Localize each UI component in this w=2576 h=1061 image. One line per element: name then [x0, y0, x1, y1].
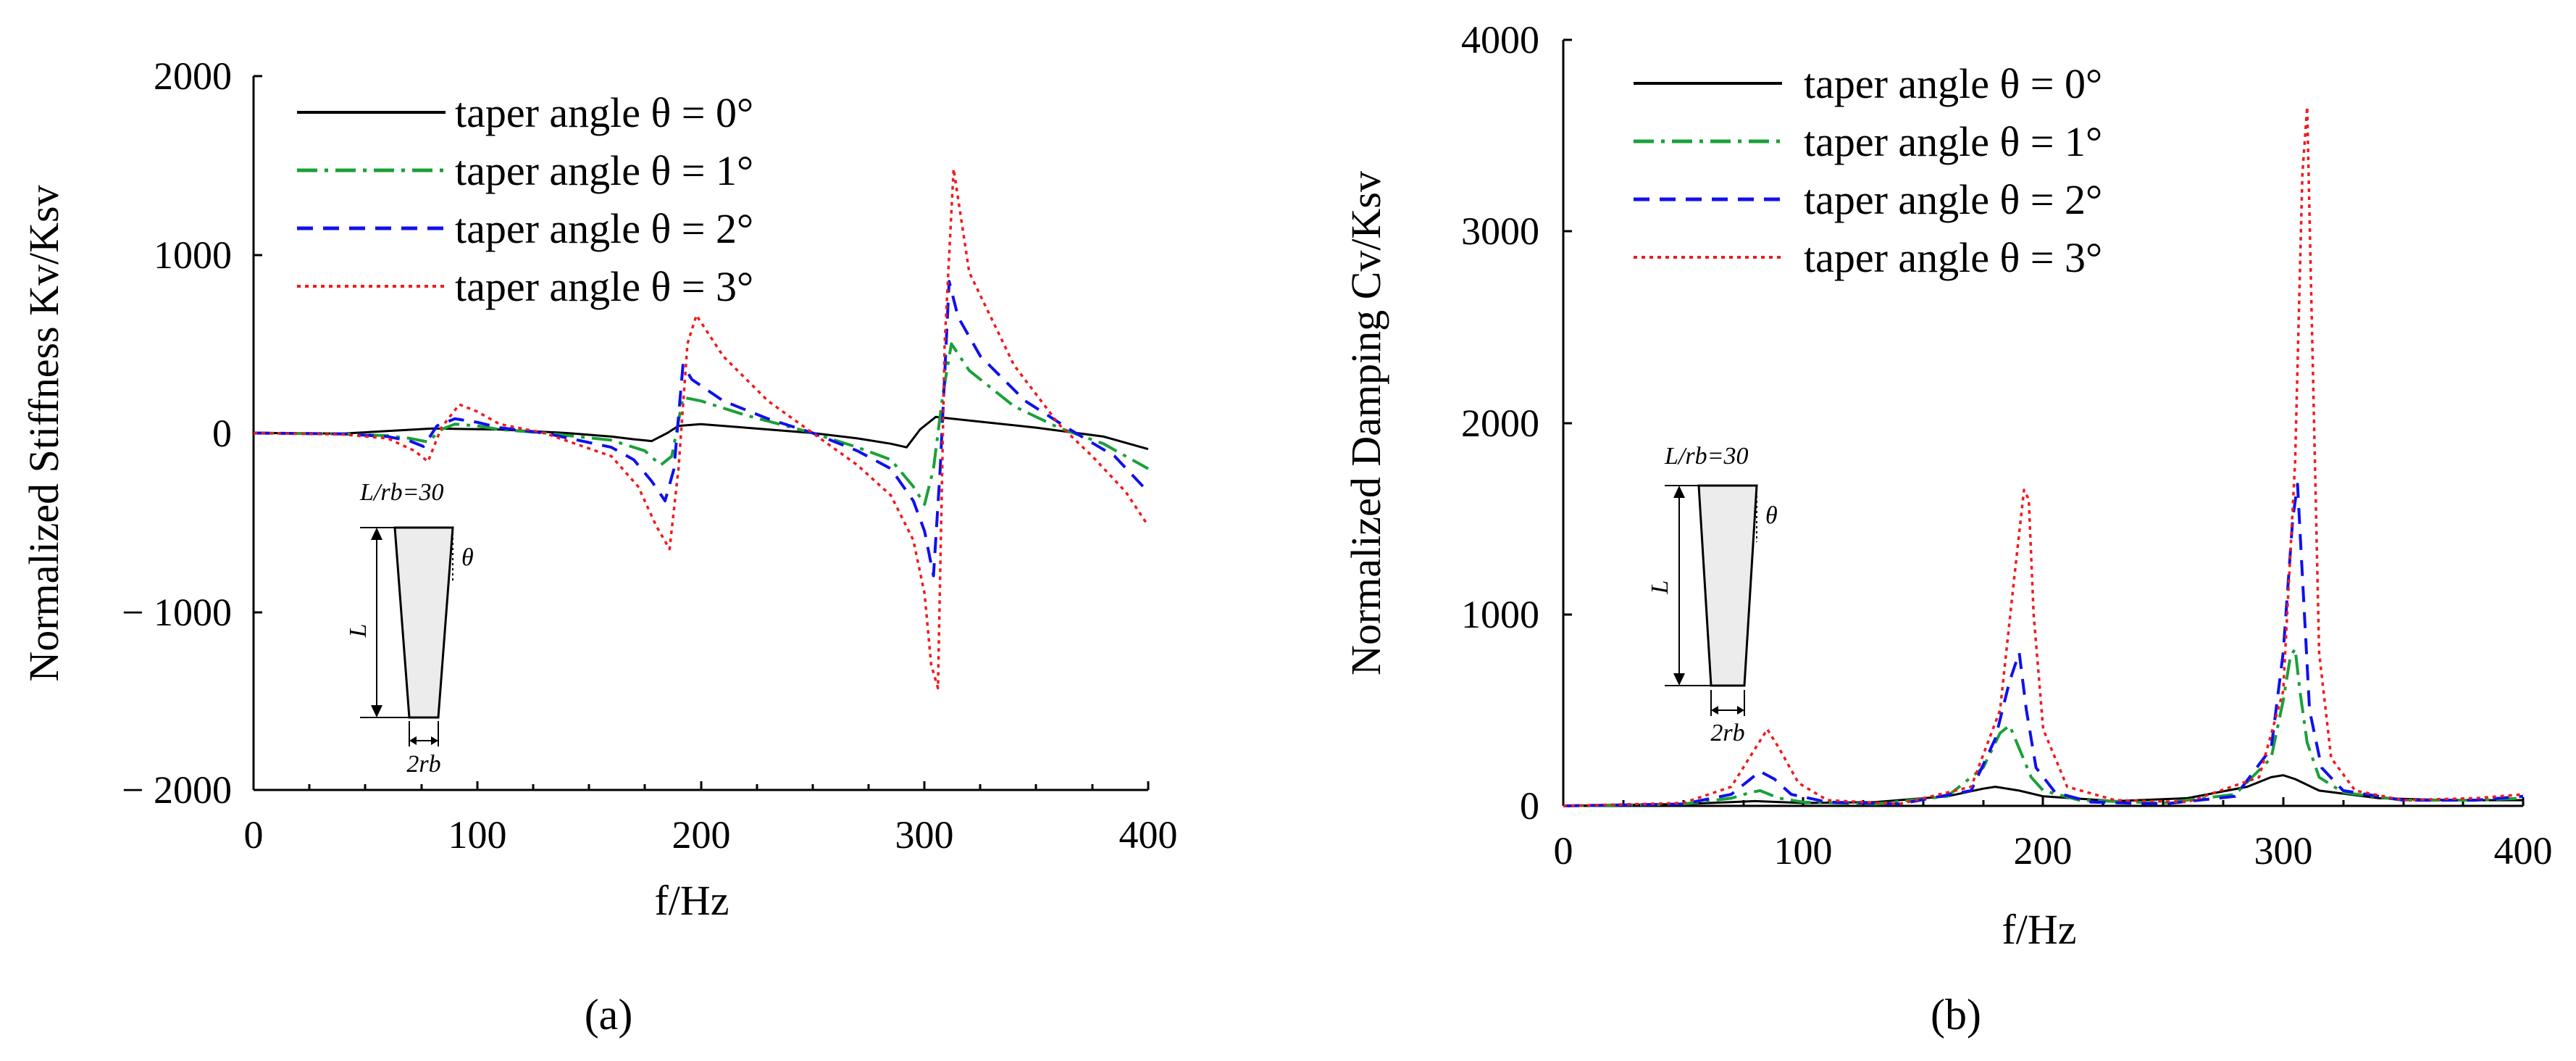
xlabel-a: f/Hz [654, 877, 729, 924]
inset-a-pile [393, 526, 454, 719]
series-line-b-2 [1563, 483, 2524, 807]
inset-b-ratio: L/rb=30 [1664, 443, 1749, 470]
xtick-a-4: 400 [1119, 813, 1178, 857]
axes-b [1562, 38, 2525, 807]
inset-b-pile [1697, 484, 1758, 687]
xtick-a-0: 0 [244, 813, 264, 857]
legend-a: taper angle θ = 0° taper angle θ = 1° ta… [297, 89, 753, 310]
xtick-b-0: 0 [1554, 829, 1573, 873]
legend-b-label-0: taper angle θ = 0° [1804, 60, 2102, 107]
series-line-a-2 [253, 280, 1150, 578]
legend-a-label-1: taper angle θ = 1° [455, 147, 753, 194]
series-line-b-3 [1563, 105, 2524, 807]
inset-b-length-label: L [1647, 581, 1673, 595]
inset-a-angle-label: θ [461, 544, 474, 571]
inset-diagram-a: L/rb=30 L θ 2rb [345, 479, 474, 778]
legend-a-label-2: taper angle θ = 2° [455, 205, 753, 252]
inset-b-angle-label: θ [1765, 502, 1778, 529]
xtick-b-4: 400 [2494, 829, 2553, 873]
inset-b-diameter-label: 2rb [1710, 720, 1744, 746]
panel-a: 2000 1000 0 − 1000 − 2000 0 100 200 300 … [20, 54, 1178, 1039]
xtick-b-1: 100 [1774, 829, 1833, 873]
inset-a-ratio: L/rb=30 [359, 479, 444, 506]
legend-a-label-3: taper angle θ = 3° [455, 263, 753, 310]
ytick-a-2: 0 [212, 412, 232, 455]
ytick-a-3: − 1000 [122, 591, 232, 634]
legend-b-label-2: taper angle θ = 2° [1804, 176, 2102, 223]
series-line-b-1 [1563, 647, 2524, 807]
ytick-a-4: − 2000 [122, 768, 232, 812]
series-line-b-0 [1563, 774, 2523, 807]
inset-a-diameter-label: 2rb [406, 751, 440, 778]
series-line-a-0 [253, 415, 1149, 451]
panel-b: 4000 3000 2000 1000 0 0 100 200 300 400 … [1342, 18, 2553, 1039]
ytick-a-0: 2000 [154, 54, 232, 98]
legend-b: taper angle θ = 0° taper angle θ = 1° ta… [1634, 60, 2102, 281]
caption-a: (a) [585, 991, 633, 1039]
xtick-b-2: 200 [2014, 829, 2073, 873]
ylabel-b: Normalized Damping Cv/Ksv [1342, 171, 1389, 675]
ytick-b-0: 4000 [1461, 18, 1539, 62]
xtick-b-3: 300 [2254, 829, 2313, 873]
xlabel-b: f/Hz [2002, 906, 2076, 953]
ytick-b-4: 0 [1520, 784, 1539, 828]
series-lines-b [1563, 105, 2524, 807]
xtick-a-3: 300 [895, 813, 954, 857]
legend-b-label-3: taper angle θ = 3° [1804, 234, 2102, 281]
series-line-a-1 [253, 342, 1149, 506]
ytick-b-2: 2000 [1461, 401, 1539, 445]
ytick-a-1: 1000 [154, 233, 232, 277]
series-line-a-3 [253, 167, 1150, 690]
xtick-a-1: 100 [448, 813, 507, 857]
series-lines-a [253, 167, 1150, 690]
ytick-b-1: 3000 [1461, 209, 1539, 253]
legend-a-label-0: taper angle θ = 0° [455, 89, 753, 136]
xtick-a-2: 200 [672, 813, 731, 857]
ylabel-a: Normalized Stiffness Kv/Ksv [20, 185, 67, 681]
caption-b: (b) [1931, 991, 1981, 1039]
ytick-b-3: 1000 [1461, 593, 1539, 636]
inset-diagram-b: L/rb=30 L θ 2rb [1647, 443, 1778, 746]
legend-b-label-1: taper angle θ = 1° [1804, 118, 2102, 165]
inset-a-length-label: L [345, 624, 372, 638]
